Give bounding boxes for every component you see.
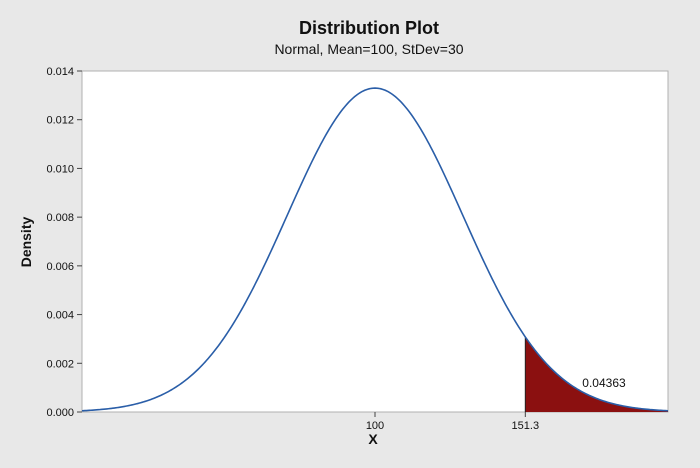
plot-area <box>81 70 669 413</box>
x-axis-ticks: 100 151.3 <box>366 412 539 432</box>
y-tick-label: 0.000 <box>46 407 74 419</box>
chart-title: Distribution Plot <box>299 18 439 38</box>
y-tick-label: 0.002 <box>46 358 74 370</box>
y-tick-label: 0.014 <box>46 66 74 78</box>
chart-subtitle: Normal, Mean=100, StDev=30 <box>274 41 463 57</box>
density-curve <box>81 87 669 412</box>
y-tick-label: 0.008 <box>46 212 74 224</box>
shaded-area-label: 0.04363 <box>582 376 626 390</box>
y-axis-ticks: 0.000 0.002 0.004 0.006 0.008 0.010 0.012 0.014 <box>46 66 82 419</box>
y-tick-label: 0.010 <box>46 163 74 175</box>
x-tick-label: 151.3 <box>512 420 540 432</box>
shaded-tail-region <box>525 336 668 412</box>
x-axis-label: X <box>368 431 378 447</box>
y-tick-label: 0.006 <box>46 261 74 273</box>
x-tick-label: 100 <box>366 420 384 432</box>
y-tick-label: 0.004 <box>46 310 74 322</box>
y-axis-label: Density <box>18 217 34 268</box>
y-tick-label: 0.012 <box>46 115 74 127</box>
